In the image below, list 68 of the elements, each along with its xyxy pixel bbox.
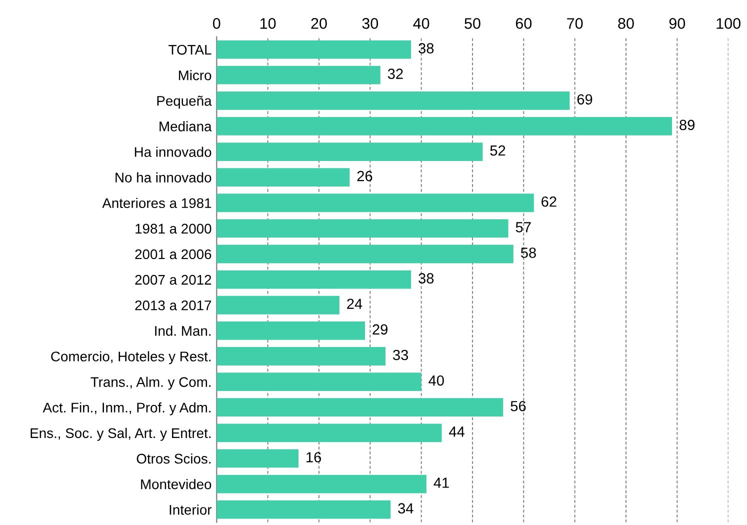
data-label: 44 <box>449 426 465 437</box>
data-label: 56 <box>510 400 526 412</box>
y-tick-label: TOTAL <box>168 44 212 55</box>
y-tick-label: Ha innovado <box>134 146 212 157</box>
y-tick-label: 2001 a 2006 <box>135 249 212 260</box>
data-label: 26 <box>357 170 372 182</box>
data-label: 34 <box>398 503 414 514</box>
bar <box>216 424 442 442</box>
y-tick-label: Ind. Man. <box>155 326 211 336</box>
bar <box>216 321 366 340</box>
bar <box>216 91 570 110</box>
y-tick-label: Comercio, Hoteles y Rest. <box>51 351 211 364</box>
data-label: 57 <box>516 222 531 232</box>
y-tick-label: Micro <box>178 70 212 80</box>
data-label: 29 <box>372 324 388 335</box>
x-tick-label: 90 <box>669 18 686 29</box>
y-tick-label: Trans., Alm. y Com. <box>90 376 211 390</box>
x-tick-label: 10 <box>260 18 276 29</box>
bar <box>216 347 386 366</box>
data-label: 52 <box>490 145 506 156</box>
bar <box>216 194 534 212</box>
x-tick-label: 0 <box>212 18 220 29</box>
bar <box>216 117 672 136</box>
data-label: 16 <box>306 452 322 462</box>
bar <box>216 168 350 187</box>
data-label: 38 <box>418 43 434 54</box>
data-label: 62 <box>542 196 556 207</box>
x-tick-label: 80 <box>618 18 634 29</box>
data-label: 89 <box>680 120 695 130</box>
bar <box>216 296 340 314</box>
y-tick-label: Pequeña <box>157 96 212 109</box>
bar <box>216 449 298 468</box>
bar <box>216 244 514 264</box>
x-tick-label: 70 <box>567 18 583 29</box>
y-tick-label: 2013 a 2017 <box>135 300 212 310</box>
bar <box>216 219 508 238</box>
y-tick-label: Act. Fin., Inm., Prof. y Adm. <box>42 402 211 416</box>
y-tick-label: 2007 a 2012 <box>135 274 212 285</box>
bar <box>216 372 422 391</box>
x-tick-label: 20 <box>311 18 327 29</box>
data-label: 32 <box>388 68 403 80</box>
data-label: 69 <box>577 94 592 105</box>
y-tick-label: Interior <box>170 504 212 515</box>
x-tick-label: 50 <box>464 18 480 29</box>
x-tick-label: 100 <box>716 18 740 29</box>
y-tick-label: 1981 a 2000 <box>136 224 212 234</box>
x-tick-label: 60 <box>516 18 532 29</box>
y-tick-label: Ens., Soc. y Sal, Art. y Entret. <box>30 428 211 441</box>
data-label: 24 <box>347 298 362 309</box>
data-label: 33 <box>392 350 408 360</box>
data-label: 58 <box>520 248 536 258</box>
y-tick-label: Anteriores a 1981 <box>102 198 212 208</box>
y-tick-label: Mediana <box>160 121 212 132</box>
bar <box>216 474 426 494</box>
x-tick-label: 40 <box>413 18 430 29</box>
bar <box>216 40 412 59</box>
bar <box>216 142 483 161</box>
data-label: 41 <box>434 478 449 488</box>
bar <box>216 500 391 519</box>
data-label: 38 <box>418 273 434 284</box>
x-tick-label: 30 <box>362 18 378 29</box>
bar <box>216 398 504 417</box>
bar <box>216 66 380 84</box>
y-tick-label: No ha innovado <box>116 172 212 182</box>
y-tick-label: Montevideo <box>141 479 212 490</box>
data-label: 40 <box>428 375 444 386</box>
y-tick-label: Otros Scios. <box>136 453 211 464</box>
bar <box>216 270 412 289</box>
